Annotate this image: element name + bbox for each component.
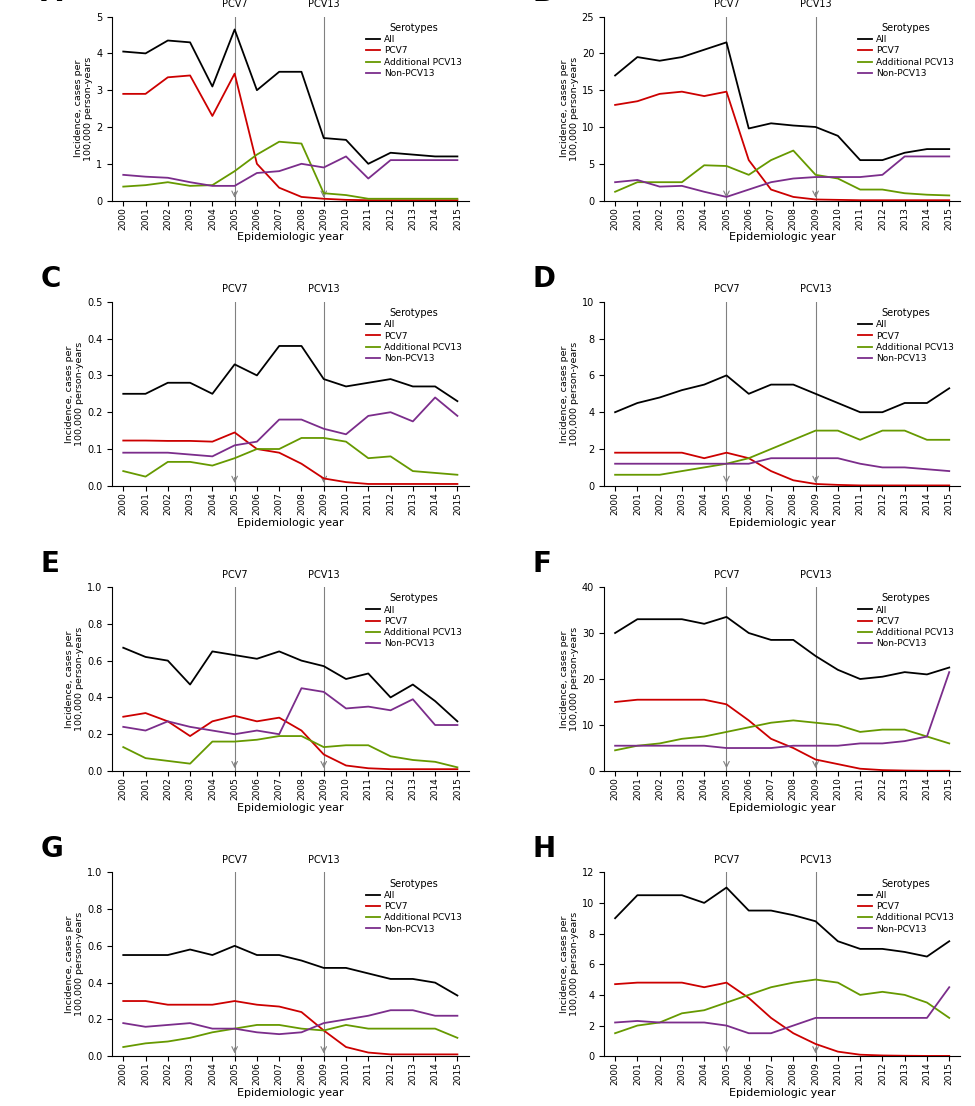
- Legend: All, PCV7, Additional PCV13, Non-PCV13: All, PCV7, Additional PCV13, Non-PCV13: [856, 21, 955, 80]
- Text: E: E: [41, 550, 59, 577]
- Legend: All, PCV7, Additional PCV13, Non-PCV13: All, PCV7, Additional PCV13, Non-PCV13: [856, 877, 955, 936]
- Text: PCV13: PCV13: [800, 284, 832, 294]
- X-axis label: Epidemiologic year: Epidemiologic year: [237, 518, 343, 528]
- Text: C: C: [41, 264, 61, 293]
- X-axis label: Epidemiologic year: Epidemiologic year: [729, 518, 836, 528]
- Text: PCV7: PCV7: [714, 284, 739, 294]
- Text: PCV7: PCV7: [714, 855, 739, 865]
- Y-axis label: Incidence, cases per
100,000 person-years: Incidence, cases per 100,000 person-year…: [560, 56, 579, 160]
- Legend: All, PCV7, Additional PCV13, Non-PCV13: All, PCV7, Additional PCV13, Non-PCV13: [365, 877, 464, 936]
- Text: PCV7: PCV7: [714, 570, 739, 580]
- Text: PCV7: PCV7: [222, 570, 248, 580]
- Text: PCV13: PCV13: [800, 0, 832, 9]
- X-axis label: Epidemiologic year: Epidemiologic year: [729, 803, 836, 813]
- Legend: All, PCV7, Additional PCV13, Non-PCV13: All, PCV7, Additional PCV13, Non-PCV13: [365, 306, 464, 365]
- Text: PCV7: PCV7: [222, 855, 248, 865]
- Text: B: B: [532, 0, 554, 8]
- Legend: All, PCV7, Additional PCV13, Non-PCV13: All, PCV7, Additional PCV13, Non-PCV13: [856, 306, 955, 365]
- Y-axis label: Incidence, cases per
100,000 person-years: Incidence, cases per 100,000 person-year…: [65, 912, 84, 1016]
- Y-axis label: Incidence, cases per
100,000 person-years: Incidence, cases per 100,000 person-year…: [560, 627, 579, 731]
- Text: PCV13: PCV13: [800, 855, 832, 865]
- Y-axis label: Incidence, cases per
100,000 person-years: Incidence, cases per 100,000 person-year…: [560, 342, 579, 446]
- Text: PCV13: PCV13: [308, 0, 339, 9]
- Text: PCV7: PCV7: [714, 0, 739, 9]
- Text: H: H: [532, 835, 556, 863]
- Text: F: F: [532, 550, 552, 577]
- X-axis label: Epidemiologic year: Epidemiologic year: [237, 1088, 343, 1098]
- Text: PCV7: PCV7: [222, 284, 248, 294]
- Text: PCV13: PCV13: [308, 570, 339, 580]
- X-axis label: Epidemiologic year: Epidemiologic year: [237, 803, 343, 813]
- Y-axis label: Incidence, cases per
100,000 person-years: Incidence, cases per 100,000 person-year…: [65, 627, 84, 731]
- Y-axis label: Incidence, cases per
100,000 person-years: Incidence, cases per 100,000 person-year…: [74, 56, 94, 160]
- Text: D: D: [532, 264, 556, 293]
- Text: A: A: [41, 0, 62, 8]
- Text: PCV13: PCV13: [308, 284, 339, 294]
- Legend: All, PCV7, Additional PCV13, Non-PCV13: All, PCV7, Additional PCV13, Non-PCV13: [856, 592, 955, 650]
- Legend: All, PCV7, Additional PCV13, Non-PCV13: All, PCV7, Additional PCV13, Non-PCV13: [365, 21, 464, 80]
- Text: PCV13: PCV13: [308, 855, 339, 865]
- Text: PCV13: PCV13: [800, 570, 832, 580]
- X-axis label: Epidemiologic year: Epidemiologic year: [729, 232, 836, 242]
- Text: PCV7: PCV7: [222, 0, 248, 9]
- X-axis label: Epidemiologic year: Epidemiologic year: [729, 1088, 836, 1098]
- Y-axis label: Incidence, cases per
100,000 person-years: Incidence, cases per 100,000 person-year…: [560, 912, 579, 1016]
- X-axis label: Epidemiologic year: Epidemiologic year: [237, 232, 343, 242]
- Y-axis label: Incidence, cases per
100,000 person-years: Incidence, cases per 100,000 person-year…: [65, 342, 84, 446]
- Text: G: G: [41, 835, 63, 863]
- Legend: All, PCV7, Additional PCV13, Non-PCV13: All, PCV7, Additional PCV13, Non-PCV13: [365, 592, 464, 650]
